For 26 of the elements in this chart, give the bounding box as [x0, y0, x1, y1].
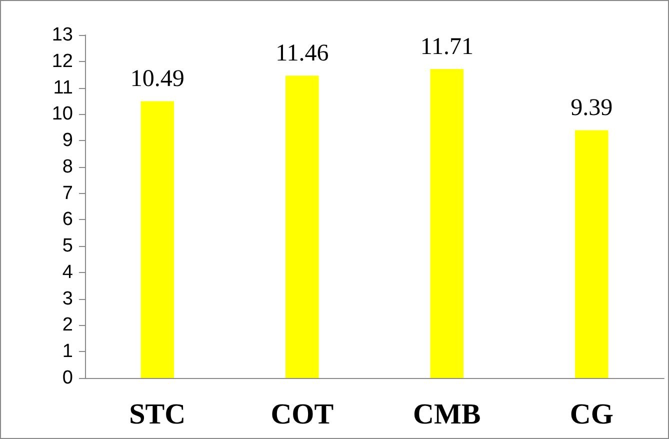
y-tick-label: 5	[62, 236, 73, 257]
y-tick-label: 7	[62, 182, 73, 204]
y-tick-label: 10	[52, 104, 73, 125]
y-tick-label: 8	[62, 156, 73, 178]
y-tick-label: 2	[62, 314, 73, 336]
x-tick-label: STC	[129, 398, 186, 430]
bar	[430, 69, 464, 378]
y-tick-label: 13	[52, 24, 73, 46]
data-label: 10.49	[130, 66, 184, 92]
x-tick-label: CG	[570, 398, 614, 430]
y-tick-label: 4	[62, 262, 74, 283]
y-tick-label: 11	[53, 77, 73, 98]
y-tick-label: 12	[52, 50, 73, 72]
x-tick-label: COT	[270, 398, 334, 430]
y-tick-label: 3	[62, 288, 73, 310]
y-tick-label: 0	[62, 368, 73, 388]
y-tick-label: 6	[62, 209, 73, 230]
y-tick-label: 9	[62, 130, 73, 152]
x-tick-label: CMB	[413, 398, 481, 430]
data-label: 9.39	[570, 95, 613, 122]
bar	[574, 130, 608, 378]
bar	[285, 76, 319, 378]
data-label: 11.46	[276, 40, 329, 67]
bar	[140, 101, 174, 378]
y-tick-label: 1	[62, 341, 73, 362]
data-label: 11.71	[420, 34, 474, 60]
